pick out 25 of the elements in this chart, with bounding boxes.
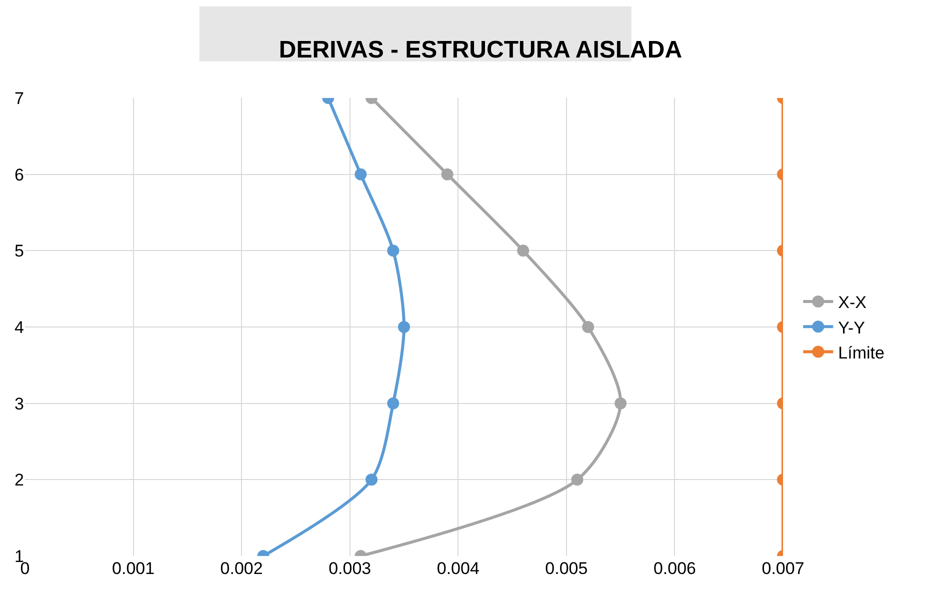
x-tick-label: 0.001 [112, 559, 155, 578]
x-tick-label: 0.006 [653, 559, 696, 578]
y-tick-label: 5 [14, 242, 24, 261]
y-tick-label: 7 [14, 88, 24, 108]
y-tick-label: 6 [14, 165, 24, 184]
legend-label: Y-Y [838, 318, 865, 338]
point [571, 474, 584, 486]
point [366, 474, 378, 486]
legend-label: Límite [838, 343, 884, 362]
point [387, 397, 400, 410]
x-tick-label: 0.003 [328, 559, 372, 578]
y-tick-label: 3 [14, 394, 24, 414]
point [517, 244, 530, 257]
point [398, 321, 410, 333]
point [387, 244, 400, 257]
chart-title: DERIVAS - ESTRUCTURA AISLADA [278, 36, 682, 64]
x-tick-label: 0.002 [220, 559, 263, 578]
point [354, 168, 367, 180]
y-tick-label: 2 [14, 470, 24, 490]
x-tick-label: 0.007 [762, 559, 804, 578]
point [441, 168, 454, 180]
x-tick-label: 0.004 [436, 559, 480, 578]
legend-label: X-X [838, 293, 867, 312]
x-tick-label: 0.005 [545, 559, 588, 578]
y-tick-label: 4 [14, 318, 24, 337]
